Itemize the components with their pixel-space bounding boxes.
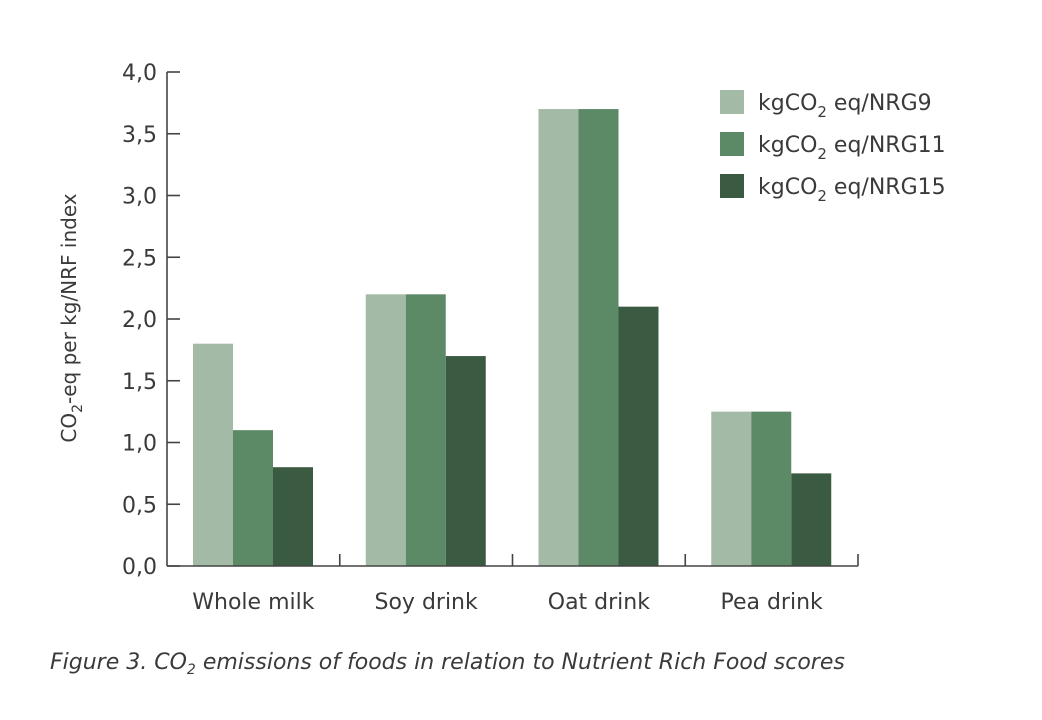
bar-2-1 [233, 430, 273, 566]
y-tick-label: 3,5 [122, 123, 157, 148]
x-tick-label: Soy drink [375, 590, 479, 615]
bar-3-2 [445, 356, 486, 566]
y-tick-label: 2,0 [122, 308, 157, 333]
caption-subscript: 2 [186, 662, 196, 678]
y-axis-label: CO2-eq per kg/NRF index [57, 193, 86, 442]
y-tick-label: 0,5 [122, 493, 157, 518]
legend-swatch [720, 90, 744, 114]
legend-swatch [720, 132, 744, 156]
legend-swatch [720, 174, 744, 198]
bar-chart: 0,0 0,5 1,0 1,5 2,0 2,5 3,0 3,5 4,0 Whole milk Soy… [57, 61, 946, 615]
legend-label: kgCO2 eq/NRG9 [758, 91, 932, 121]
bars-group [193, 109, 832, 567]
bar-2-3 [578, 109, 619, 567]
bar-1-1 [193, 343, 233, 566]
bar-2-2 [405, 294, 446, 566]
y-tick-label: 2,5 [122, 246, 157, 271]
y-tick-label: 0,0 [122, 555, 157, 580]
bar-2-4 [751, 411, 792, 566]
x-tick-label: Oat drink [548, 590, 650, 615]
y-tick-label: 3,0 [122, 185, 157, 210]
y-tick-label: 1,5 [122, 370, 157, 395]
bar-1-2 [365, 294, 406, 566]
bar-3-4 [791, 473, 832, 566]
x-tick-label: Pea drink [720, 590, 823, 615]
legend: kgCO2 eq/NRG9 kgCO2 eq/NRG11 kgCO2 eq/NRG1… [720, 90, 946, 205]
bar-3-3 [618, 306, 659, 566]
bar-1-3 [538, 109, 579, 567]
y-axis-title: CO2-eq per kg/NRF index [57, 193, 86, 442]
legend-label: kgCO2 eq/NRG15 [758, 175, 946, 205]
y-tick-label: 4,0 [122, 61, 157, 86]
x-tick-label: Whole milk [192, 590, 314, 615]
legend-label: kgCO2 eq/NRG11 [758, 133, 946, 163]
figure-caption: Figure 3. CO2 emissions of foods in rela… [50, 650, 845, 678]
caption-suffix: emissions of foods in relation to Nutrie… [195, 650, 845, 675]
axes-group: 0,0 0,5 1,0 1,5 2,0 2,5 3,0 3,5 4,0 Whole milk Soy… [122, 61, 859, 615]
bar-3-1 [273, 467, 313, 566]
y-tick-label: 1,0 [122, 432, 157, 457]
bar-1-4 [711, 411, 752, 566]
caption-prefix: Figure 3. CO [50, 650, 187, 675]
